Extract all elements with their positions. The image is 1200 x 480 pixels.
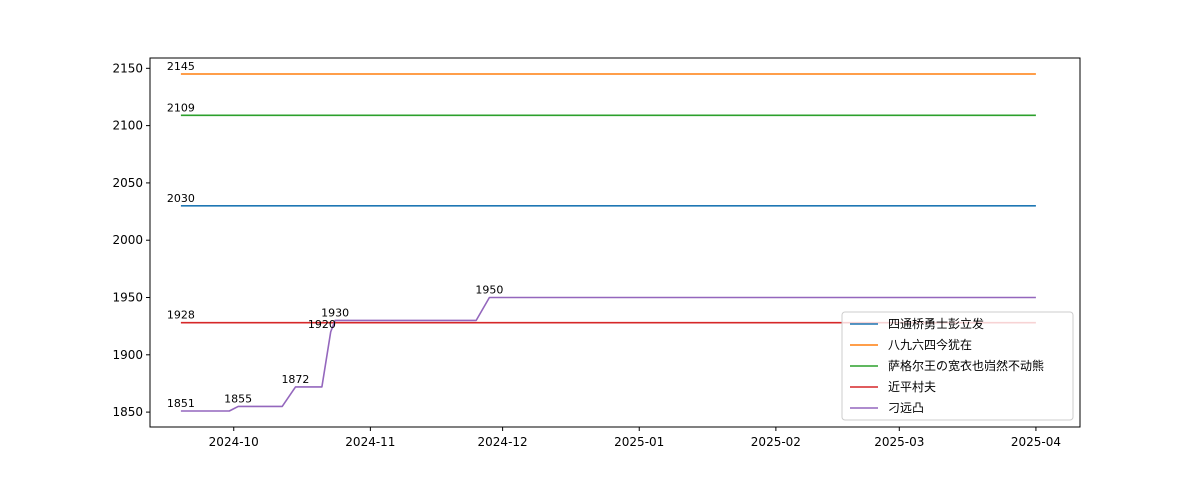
legend-label: 四通桥勇士彭立发 (888, 316, 984, 331)
y-tick-label: 2150 (112, 61, 143, 75)
x-tick-label: 2025-01 (614, 435, 664, 449)
legend-label: 八九六四今犹在 (888, 337, 972, 352)
data-label: 1928 (167, 309, 195, 322)
data-label: 1930 (321, 306, 349, 319)
data-label: 2030 (167, 192, 195, 205)
legend-label: 萨格尔王の宽衣也岿然不动熊 (888, 358, 1044, 373)
y-tick-label: 2050 (112, 176, 143, 190)
x-tick-label: 2024-10 (209, 435, 259, 449)
x-tick-label: 2024-12 (478, 435, 528, 449)
x-tick-label: 2025-02 (751, 435, 801, 449)
y-tick-label: 1900 (112, 348, 143, 362)
legend-box (841, 311, 1074, 421)
data-label: 1855 (224, 392, 252, 405)
x-axis: 2024-10 2024-11 2024-12 2025-01 2025-02 2025-… (209, 427, 1061, 449)
y-tick-label: 1850 (112, 405, 143, 419)
data-label: 1872 (281, 373, 309, 386)
x-tick-label: 2025-04 (1011, 435, 1061, 449)
data-label: 1851 (167, 397, 195, 410)
data-label: 1950 (475, 284, 503, 297)
plot-area (149, 57, 1081, 428)
data-label: 2145 (167, 60, 195, 73)
y-tick-label: 2100 (112, 119, 143, 133)
series-layer (180, 73, 1036, 412)
series-line-5 (180, 296, 1036, 412)
legend-label: 刁远凸 (888, 401, 924, 415)
y-tick-label: 2000 (112, 233, 143, 247)
legend-label: 近平村夫 (888, 380, 936, 394)
y-tick-label: 1950 (112, 291, 143, 305)
data-label: 2109 (167, 101, 195, 114)
x-tick-label: 2025-03 (874, 435, 924, 449)
x-tick-label: 2024-11 (345, 435, 395, 449)
data-label: 1920 (308, 318, 336, 331)
y-axis: 1850 1900 1950 2000 2050 2100 2150 (112, 61, 150, 419)
